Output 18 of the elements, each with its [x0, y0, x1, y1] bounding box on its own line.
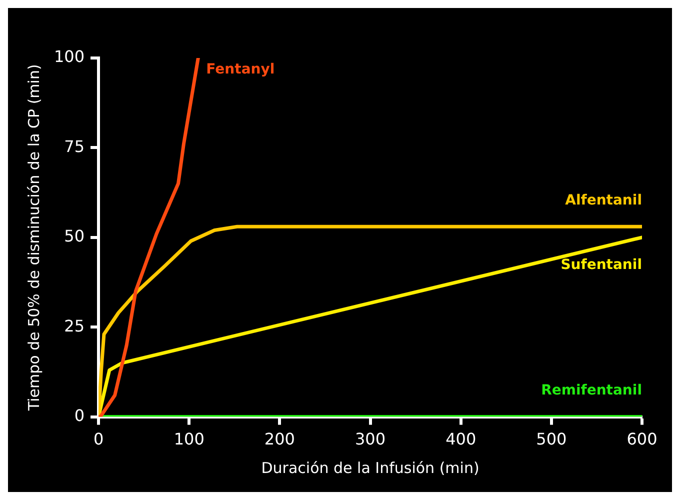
- y-tick-label: 25: [64, 316, 85, 336]
- y-axis-title: Tiempo de 50% de disminución de la CP (min): [24, 64, 43, 412]
- x-tick-label: 0: [93, 430, 104, 449]
- y-tick-label: 50: [64, 226, 85, 246]
- series-label: Sufentanil: [560, 257, 642, 274]
- x-tick-label: 300: [354, 430, 386, 449]
- x-tick-label: 200: [264, 430, 295, 449]
- y-tick-label: 75: [64, 136, 85, 156]
- series-label: Remifentanil: [541, 382, 642, 398]
- series-label: Fentanyl: [206, 62, 275, 78]
- x-axis-title: Duración de la Infusión (min): [261, 458, 480, 477]
- x-tick-label: 600: [626, 430, 658, 449]
- x-tick-label: 500: [536, 430, 567, 449]
- y-tick-label: 100: [54, 47, 85, 66]
- x-tick-label: 100: [174, 430, 204, 449]
- series-label: Alfentanil: [565, 192, 642, 208]
- y-tick-label: 0: [74, 406, 85, 425]
- x-tick-label: 400: [446, 430, 476, 449]
